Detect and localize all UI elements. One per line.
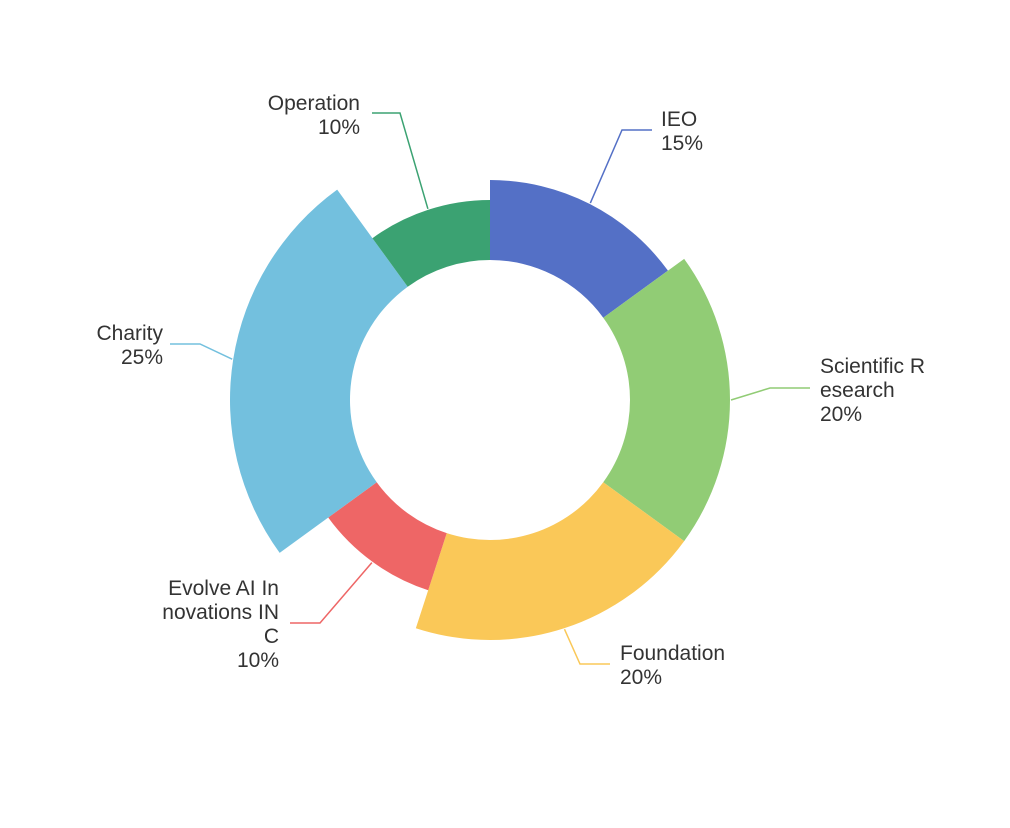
slice-evolve-ai-innovations-inc[interactable] — [328, 482, 447, 591]
slice-foundation[interactable] — [415, 482, 685, 640]
slice-group — [230, 180, 730, 640]
label-percent: 20% — [820, 403, 862, 426]
slice-charity[interactable] — [230, 189, 408, 553]
label-name-line: IEO — [661, 108, 697, 131]
label-charity: Charity 25% — [96, 322, 163, 369]
label-percent: 20% — [620, 666, 662, 689]
label-name-line: Scientific R — [820, 355, 925, 378]
leader-line-scientific-research — [730, 387, 810, 401]
label-foundation: Foundation 20% — [620, 642, 725, 689]
leader-line-ieo — [589, 129, 652, 204]
leader-line-evolve-ai-innovations-inc — [290, 562, 373, 624]
slice-ieo[interactable] — [490, 180, 668, 318]
leader-line-charity — [170, 343, 233, 360]
label-name-line: esearch — [820, 379, 895, 402]
leader-line-foundation — [563, 628, 610, 665]
label-percent: 10% — [318, 116, 360, 139]
leader-line-operation — [372, 112, 429, 210]
label-name-line: Foundation — [620, 642, 725, 665]
label-ieo: IEO 15% — [661, 108, 703, 155]
label-name-line: Evolve AI In — [168, 577, 279, 600]
slice-operation[interactable] — [372, 200, 490, 287]
label-name-line: C — [264, 625, 279, 648]
label-name-line: novations IN — [162, 601, 279, 624]
slice-scientific-research[interactable] — [603, 258, 730, 542]
label-name-line: Operation — [268, 92, 360, 115]
label-operation: Operation 10% — [268, 92, 360, 139]
label-percent: 10% — [237, 649, 279, 672]
leader-line-group — [170, 112, 810, 665]
label-evolve-ai-innovations-inc: Evolve AI In novations IN C 10% — [162, 577, 279, 672]
label-percent: 15% — [661, 132, 703, 155]
label-percent: 25% — [121, 346, 163, 369]
label-name-line: Charity — [96, 322, 163, 345]
